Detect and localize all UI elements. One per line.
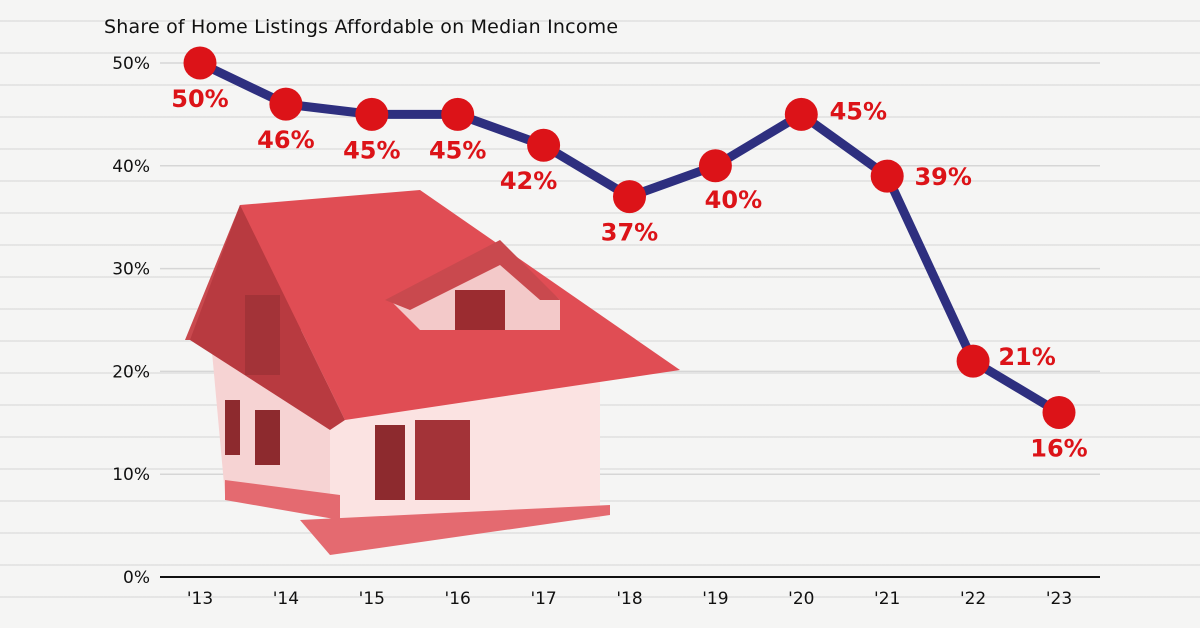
- x-tick-label: '22: [960, 589, 986, 609]
- y-tick-label: 30%: [112, 260, 150, 280]
- data-point: [784, 97, 818, 131]
- x-tick-label: '14: [273, 589, 299, 609]
- house-illustration: [185, 190, 680, 555]
- y-tick-label: 20%: [112, 362, 150, 382]
- x-tick-label: '16: [445, 589, 471, 609]
- x-tick-label: '17: [530, 589, 556, 609]
- data-point: [870, 159, 904, 193]
- x-tick-label: '18: [616, 589, 642, 609]
- data-point: [1042, 396, 1076, 430]
- data-label: 40%: [705, 186, 762, 214]
- data-label: 46%: [257, 126, 314, 154]
- data-label: 45%: [830, 97, 887, 125]
- data-label: 45%: [429, 136, 486, 164]
- x-tick-label: '15: [359, 589, 385, 609]
- chart-title: Share of Home Listings Affordable on Med…: [104, 16, 619, 38]
- data-label: 39%: [914, 163, 971, 191]
- y-tick-label: 0%: [123, 568, 150, 588]
- data-label: 50%: [171, 85, 228, 113]
- data-point: [698, 149, 732, 183]
- data-point: [441, 97, 475, 131]
- data-label: 37%: [601, 219, 658, 247]
- y-tick-label: 10%: [112, 465, 150, 485]
- data-point: [183, 46, 217, 80]
- x-tick-label: '21: [874, 589, 900, 609]
- data-label: 42%: [500, 167, 557, 195]
- x-tick-label: '19: [702, 589, 728, 609]
- data-label: 21%: [998, 343, 1055, 371]
- data-point: [269, 87, 303, 121]
- data-label: 45%: [343, 136, 400, 164]
- x-tick-label: '13: [187, 589, 213, 609]
- data-point: [956, 344, 990, 378]
- data-label: 16%: [1030, 435, 1087, 463]
- data-point: [355, 97, 389, 131]
- data-point: [613, 180, 646, 214]
- x-tick-label: '20: [788, 589, 814, 609]
- x-tick-label: '23: [1046, 589, 1072, 609]
- y-tick-label: 50%: [112, 54, 150, 74]
- y-tick-label: 40%: [112, 157, 150, 177]
- data-point: [527, 128, 561, 162]
